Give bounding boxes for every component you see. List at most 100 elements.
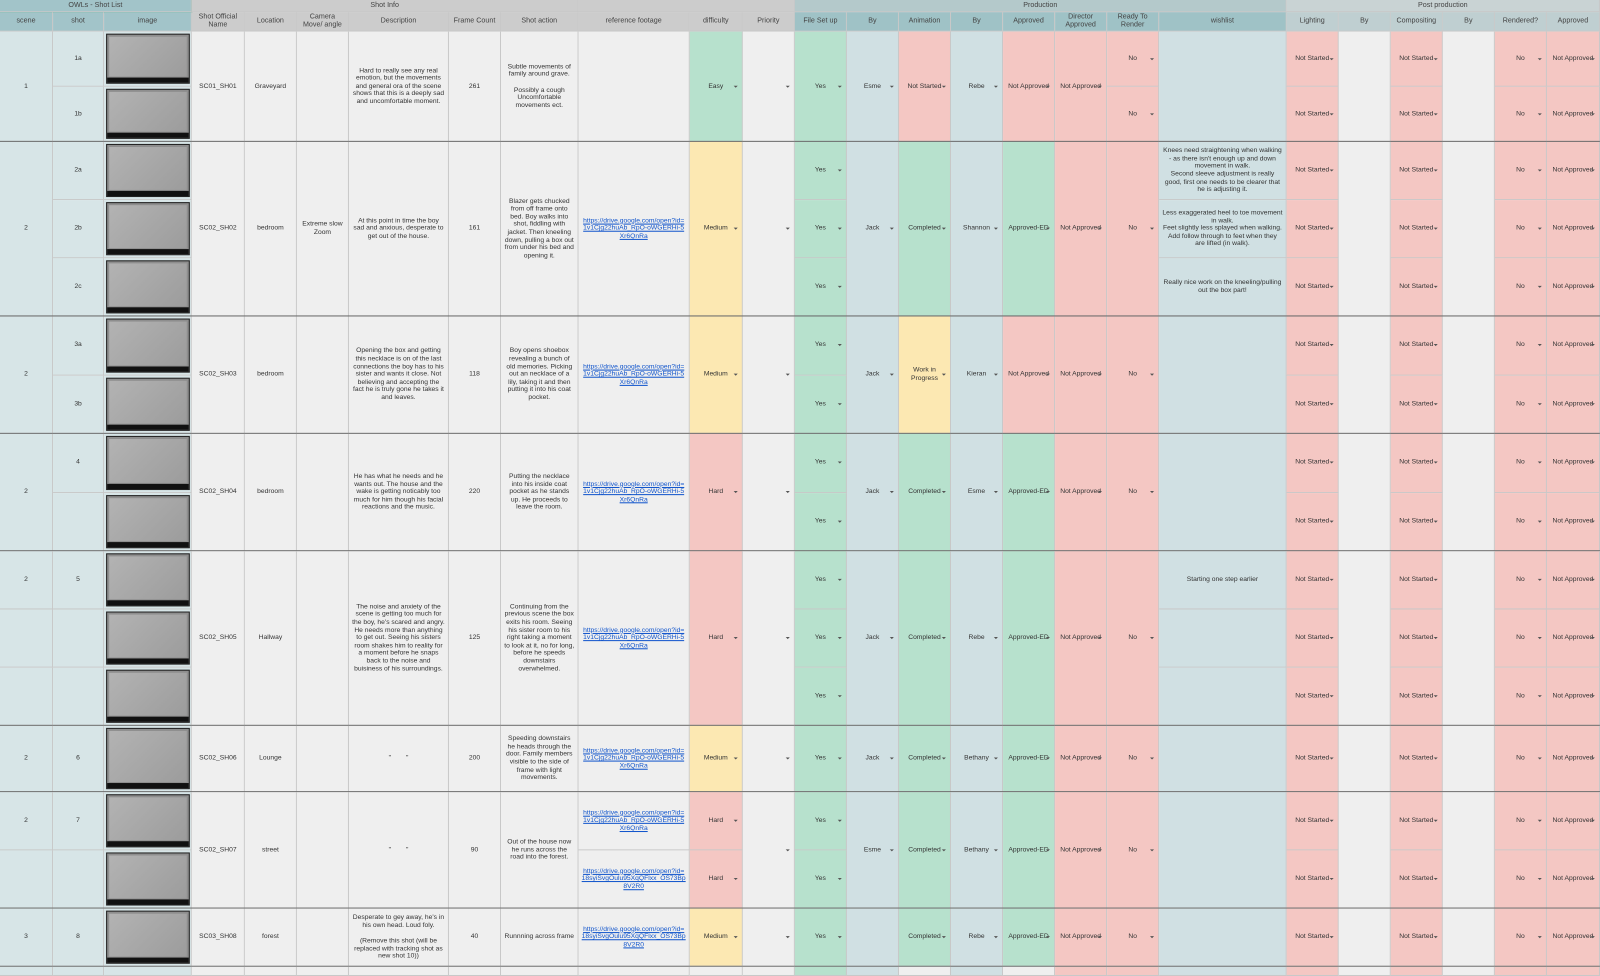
difficulty-cell[interactable]: Hard [689, 850, 743, 909]
reference-link[interactable]: https://drive.google.com/open?id=1v1Cjg2… [583, 480, 685, 504]
reference-link[interactable]: https://drive.google.com/open?id=1v1Cjg2… [583, 626, 685, 650]
rendered-cell[interactable]: No [1494, 725, 1547, 793]
director-cell[interactable]: Not Approved [1055, 141, 1108, 317]
anim_by-cell[interactable]: Esme [951, 433, 1004, 552]
by-cell[interactable]: Jack [846, 725, 899, 793]
compositing-cell[interactable]: Not Started [1390, 792, 1443, 851]
lighting-cell[interactable]: Not Started [1286, 551, 1339, 610]
priority-cell[interactable] [742, 31, 795, 142]
difficulty-cell[interactable]: Easy [689, 31, 743, 142]
director-cell[interactable]: Not Approved [1055, 908, 1108, 967]
file_setup-cell[interactable]: Yes [794, 200, 847, 259]
post_approved-cell[interactable]: Not Approved [1546, 792, 1600, 851]
approved-cell[interactable]: Not Approved [1003, 31, 1056, 142]
by-cell[interactable]: Jack [846, 433, 899, 552]
animation-cell[interactable]: Completed [898, 433, 952, 552]
post_approved-cell[interactable]: Not Approved [1546, 316, 1600, 376]
compositing-cell[interactable]: Not Started [1390, 375, 1443, 434]
animation-cell[interactable]: Completed [898, 908, 952, 967]
post_approved-cell[interactable]: Not Approved [1546, 850, 1600, 909]
difficulty-cell[interactable]: Medium [689, 316, 743, 434]
approved-cell[interactable]: Approved-ED [1003, 433, 1056, 552]
compositing-cell[interactable]: Not Started [1390, 667, 1443, 726]
ready-cell[interactable]: No [1107, 725, 1160, 793]
post_approved-cell[interactable]: Not Approved [1546, 375, 1600, 434]
rendered-cell[interactable]: No [1494, 609, 1547, 668]
animation-cell[interactable]: Completed [898, 792, 952, 909]
file_setup-cell[interactable]: Yes [794, 609, 847, 668]
priority-cell[interactable] [742, 908, 795, 967]
rendered-cell[interactable]: No [1494, 492, 1547, 552]
rendered-cell[interactable]: No [1494, 141, 1547, 201]
compositing-cell[interactable]: Not Started [1390, 258, 1443, 317]
file_setup-cell[interactable]: Yes [794, 908, 847, 967]
lighting-cell[interactable]: Not Started [1286, 316, 1339, 376]
difficulty-cell[interactable]: Hard [689, 433, 743, 552]
reference-link[interactable]: https://drive.google.com/open?id=1v1Cjg2… [583, 217, 685, 240]
lighting-cell[interactable]: Not Started [1286, 609, 1339, 668]
post_approved-cell[interactable]: Not Approved [1546, 908, 1600, 967]
rendered-cell[interactable]: No [1494, 258, 1547, 317]
difficulty-cell[interactable]: Medium [689, 908, 743, 967]
lighting-cell[interactable]: Not Started [1286, 375, 1339, 434]
lighting-cell[interactable]: Not Started [1286, 86, 1339, 142]
animation-cell[interactable]: Completed [898, 551, 952, 726]
ready-cell[interactable]: No [1107, 86, 1160, 142]
post_approved-cell[interactable]: Not Approved [1546, 141, 1600, 201]
priority-cell[interactable] [742, 433, 795, 552]
file_setup-cell[interactable]: Yes [794, 792, 847, 851]
ready-cell[interactable]: No [1107, 31, 1160, 87]
rendered-cell[interactable]: No [1494, 850, 1547, 909]
animation-cell[interactable]: Completed [898, 725, 952, 793]
by-cell[interactable]: Jack [846, 141, 899, 317]
director-cell[interactable]: Not Approved [1055, 792, 1108, 909]
rendered-cell[interactable]: No [1494, 375, 1547, 434]
lighting-cell[interactable]: Not Started [1286, 433, 1339, 493]
lighting-cell[interactable]: Not Started [1286, 725, 1339, 793]
ready-cell[interactable]: No [1107, 792, 1160, 909]
file_setup-cell[interactable]: Yes [794, 141, 847, 201]
lighting-cell[interactable]: Not Started [1286, 792, 1339, 851]
compositing-cell[interactable]: Not Started [1390, 725, 1443, 793]
anim_by-cell[interactable]: Rebe [951, 551, 1004, 726]
approved-cell[interactable]: Approved-ED [1003, 551, 1056, 726]
file_setup-cell[interactable]: Yes [794, 316, 847, 376]
director-cell[interactable]: Not Approved [1055, 433, 1108, 552]
post_approved-cell[interactable]: Not Approved [1546, 31, 1600, 87]
approved-cell[interactable]: Approved-ED [1003, 792, 1056, 909]
priority-cell[interactable] [742, 792, 795, 909]
by-cell[interactable]: Esme [846, 792, 899, 909]
compositing-cell[interactable]: Not Started [1390, 316, 1443, 376]
lighting-cell[interactable]: Not Started [1286, 200, 1339, 259]
file_setup-cell[interactable]: Yes [794, 667, 847, 726]
by-cell[interactable]: Jack [846, 551, 899, 726]
difficulty-cell[interactable]: Hard [689, 792, 743, 851]
compositing-cell[interactable]: Not Started [1390, 551, 1443, 610]
post_approved-cell[interactable]: Not Approved [1546, 86, 1600, 142]
file_setup-cell[interactable]: Yes [794, 492, 847, 552]
reference-link[interactable]: https://drive.google.com/open?id=18syiSv… [581, 925, 686, 949]
file_setup-cell[interactable]: Yes [794, 31, 847, 142]
priority-cell[interactable] [742, 141, 795, 317]
approved-cell[interactable]: Not Approved [1003, 316, 1056, 434]
post_approved-cell[interactable]: Not Approved [1546, 667, 1600, 726]
lighting-cell[interactable]: Not Started [1286, 258, 1339, 317]
compositing-cell[interactable]: Not Started [1390, 433, 1443, 493]
ready-cell[interactable]: No [1107, 433, 1160, 552]
reference-link[interactable]: https://drive.google.com/open?id=1v1Cjg2… [583, 746, 685, 770]
anim_by-cell[interactable]: Shannon [951, 141, 1004, 317]
approved-cell[interactable]: Approved-ED [1003, 141, 1056, 317]
difficulty-cell[interactable]: Medium [689, 725, 743, 793]
file_setup-cell[interactable]: Yes [794, 433, 847, 493]
rendered-cell[interactable]: No [1494, 200, 1547, 259]
compositing-cell[interactable]: Not Started [1390, 86, 1443, 142]
file_setup-cell[interactable]: Yes [794, 375, 847, 434]
approved-cell[interactable]: Approved-ED [1003, 725, 1056, 793]
compositing-cell[interactable]: Not Started [1390, 609, 1443, 668]
director-cell[interactable]: Not Approved [1055, 551, 1108, 726]
ready-cell[interactable]: No [1107, 551, 1160, 726]
rendered-cell[interactable]: No [1494, 316, 1547, 376]
file_setup-cell[interactable]: Yes [794, 850, 847, 909]
anim_by-cell[interactable]: Bethany [951, 792, 1004, 909]
lighting-cell[interactable]: Not Started [1286, 667, 1339, 726]
